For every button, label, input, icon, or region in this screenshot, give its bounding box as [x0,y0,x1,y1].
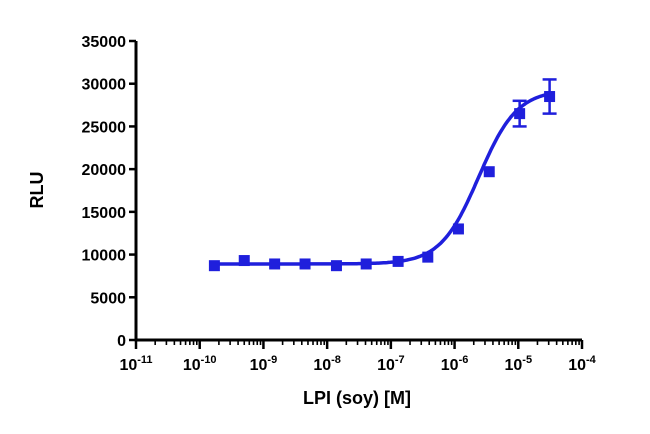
y-axis-title: RLU [27,172,47,209]
data-points-layer [208,78,557,272]
data-point [483,166,495,178]
x-tick-label: 10-6 [441,354,469,374]
x-tick-label: 10-9 [250,354,278,374]
x-tick-label: 10-5 [504,354,532,374]
y-tick-label: 25000 [82,119,127,136]
y-tick-label: 0 [117,333,126,350]
y-axis-ticks: 0 5000 10000 15000 20000 25000 30000 35000 [82,34,136,350]
data-point [208,260,220,272]
y-tick-label: 15000 [82,205,127,222]
data-point [514,108,526,120]
fit-curve-layer [214,92,550,266]
y-tick-label: 10000 [82,248,127,265]
data-point [269,258,281,270]
x-tick-label: 10-11 [119,354,152,374]
data-point [299,258,311,270]
x-tick-label: 10-4 [568,354,596,374]
x-tick-label: 10-7 [377,354,405,374]
data-point [330,260,342,272]
data-point [452,223,464,235]
data-point [238,255,250,267]
y-tick-label: 20000 [82,162,127,179]
y-tick-label: 35000 [82,34,127,51]
x-axis-title: LPI (soy) [M] [303,388,411,408]
data-point [360,258,372,270]
data-point [392,255,404,267]
y-tick-label: 5000 [90,290,126,307]
data-point [544,91,556,103]
y-tick-label: 30000 [82,77,127,94]
x-tick-label: 10-10 [183,354,217,374]
x-axis-ticks: 10-11 10-10 10-9 10-8 10-7 10-6 10-5 10-4 [119,340,597,374]
fit-curve [214,92,550,266]
x-tick-label: 10-8 [313,354,341,374]
data-point [422,251,434,263]
